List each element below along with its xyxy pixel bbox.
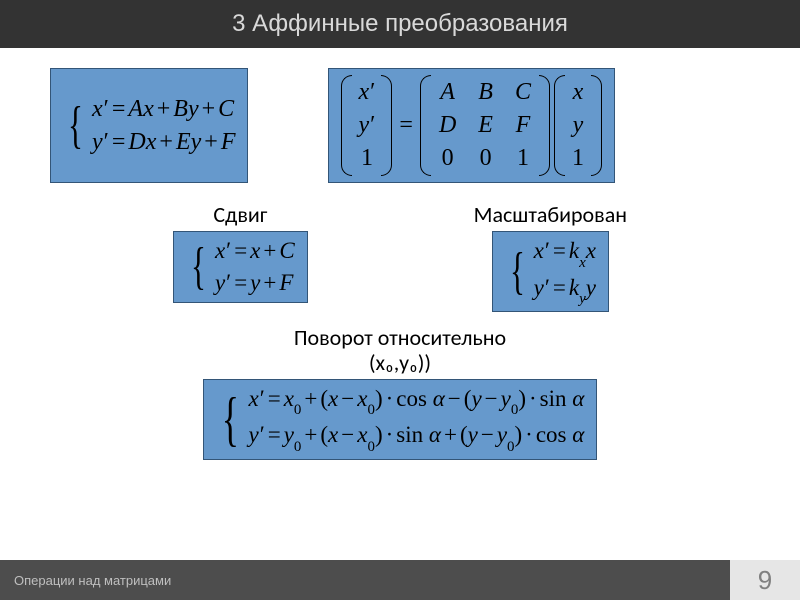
row-rotation: Поворот относительно (x₀,y₀)) { x′=x0+(x… [30, 326, 770, 460]
label-shift: Сдвиг [213, 203, 267, 227]
row-shift-and-scale: Сдвиг { x′=x+C y′=y+F Масштабирован { x′… [30, 203, 770, 312]
formula-scale: { x′=kxx y′=kyy [492, 231, 609, 312]
footer-caption: Операции над матрицами [0, 560, 730, 600]
left-brace-icon: { [68, 105, 83, 147]
formula-rotation: { x′=x0+(x−x0)·cos α−(y−y0)·sin α y′=y0+… [203, 379, 598, 460]
eq-general-line2: y′=Dx+Ey+F [92, 129, 236, 156]
equals-sign: = [396, 112, 416, 139]
row-general-and-matrix: { x′=Ax+By+C y′=Dx+Ey+F x′ y′ 1 [30, 68, 770, 183]
eq-general-line1: x′=Ax+By+C [92, 96, 236, 123]
eq-shift-line2: y′=y+F [215, 270, 295, 296]
matrix-3x3: ABC DEF 001 [420, 75, 550, 176]
col-shift: Сдвиг { x′=x+C y′=y+F [173, 203, 308, 312]
formula-shift: { x′=x+C y′=y+F [173, 231, 308, 303]
formula-matrix: x′ y′ 1 = ABC DEF 001 x y [328, 68, 614, 183]
slide-content: { x′=Ax+By+C y′=Dx+Ey+F x′ y′ 1 [0, 48, 800, 460]
page-number: 9 [730, 560, 800, 600]
eq-shift-line1: x′=x+C [215, 238, 295, 264]
left-brace-icon: { [221, 395, 238, 443]
slide-footer: Операции над матрицами 9 [0, 560, 800, 600]
eq-scale-line2: y′=kyy [534, 275, 596, 306]
slide-title-bar: 3 Аффинные преобразования [0, 0, 800, 48]
label-rotation: Поворот относительно (x₀,y₀)) [294, 326, 506, 374]
left-brace-icon: { [191, 246, 206, 288]
slide-title: 3 Аффинные преобразования [232, 10, 568, 38]
label-scale: Масштабирован [474, 203, 627, 227]
eq-rotation-line2: y′=y0+(x−x0)·sin α+(y−y0)·cos α [248, 422, 584, 453]
matrix-lhs-vector: x′ y′ 1 [341, 75, 392, 176]
col-scale: Масштабирован { x′=kxx y′=kyy [474, 203, 627, 312]
matrix-rhs-vector: x y 1 [554, 75, 602, 176]
left-brace-icon: { [510, 251, 525, 293]
eq-scale-line1: x′=kxx [534, 238, 596, 269]
eq-rotation-line1: x′=x0+(x−x0)·cos α−(y−y0)·sin α [248, 386, 584, 417]
formula-general-system: { x′=Ax+By+C y′=Dx+Ey+F [50, 68, 248, 183]
